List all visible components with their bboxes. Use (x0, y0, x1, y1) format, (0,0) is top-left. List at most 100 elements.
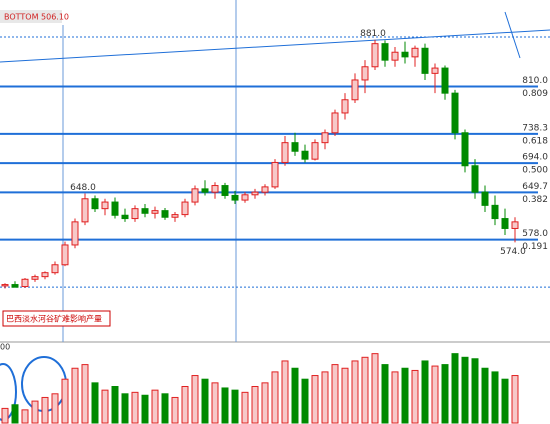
volume-bar (81, 364, 89, 424)
volume-bar (61, 378, 69, 424)
candle-body (511, 221, 519, 229)
volume-bar (201, 378, 209, 424)
volume-bar (391, 371, 399, 424)
volume-label: 00 (0, 343, 10, 352)
candle-body (51, 264, 59, 274)
volume-bar (491, 371, 499, 424)
candle-body (191, 188, 199, 203)
candle-body (441, 67, 449, 94)
candle-body (21, 278, 29, 288)
volume-bar (161, 393, 169, 424)
candle-body (71, 221, 79, 246)
volume-bar (171, 396, 179, 424)
level-label: 810.0 (522, 76, 548, 86)
candle-body (41, 272, 49, 278)
volume-bar (51, 393, 59, 424)
volume-bar (321, 371, 329, 424)
volume-bar (151, 389, 159, 424)
volume-bar (71, 367, 79, 424)
volume-bar (21, 409, 29, 424)
volume-bar (431, 365, 439, 424)
volume-bar (121, 393, 129, 424)
volume-bar (511, 375, 519, 424)
candle-body (131, 208, 139, 220)
volume-bar (341, 367, 349, 424)
volume-bar (91, 382, 99, 424)
candle-body (281, 142, 289, 163)
candle-body (1, 284, 9, 287)
volume-bar (371, 353, 379, 424)
candle-body (11, 284, 19, 288)
note-box (2, 310, 111, 327)
candle-body (321, 132, 329, 144)
candle-body (91, 198, 99, 210)
volume-bar (131, 391, 139, 424)
volume-bar (261, 382, 269, 424)
title: BOTTOM 506.10 (4, 13, 69, 22)
candle-body (331, 112, 339, 134)
candle-body (421, 47, 429, 74)
candle-body (491, 204, 499, 220)
candle-body (211, 185, 219, 193)
volume-bar (281, 360, 289, 424)
candle-body (371, 43, 379, 68)
price-annotation: 881.0 (360, 29, 386, 39)
candle-body (151, 210, 159, 214)
candle-body (121, 214, 129, 220)
candle-body (451, 92, 459, 134)
candle-body (201, 188, 209, 193)
volume-bar (181, 386, 189, 424)
volume-bar (101, 389, 109, 424)
candle-body (501, 218, 509, 229)
candle-body (481, 191, 489, 206)
volume-bar (221, 387, 229, 424)
candle-body (171, 214, 179, 218)
volume-bar (211, 382, 219, 424)
price-annotation: 574.0 (500, 247, 526, 257)
title-box (0, 10, 62, 23)
volume-bar (111, 386, 119, 424)
level-ratio: 0.809 (522, 89, 548, 99)
volume-bar (361, 356, 369, 424)
candle-body (271, 161, 279, 188)
candle-body (261, 186, 269, 193)
candle-body (251, 191, 259, 196)
level-label: 578.0 (522, 229, 548, 239)
level-ratio: 0.500 (522, 166, 548, 176)
volume-bar (381, 364, 389, 424)
volume-bar (401, 367, 409, 424)
candle-body (431, 67, 439, 74)
level-ratio: 0.191 (522, 242, 548, 252)
level-ratio: 0.618 (522, 136, 548, 146)
candle-body (221, 185, 229, 196)
price-annotation: 648.0 (70, 183, 96, 193)
candle-body (181, 201, 189, 216)
candle-body (341, 99, 349, 114)
candle-body (301, 150, 309, 160)
volume-bar (1, 407, 9, 424)
candle-body (391, 51, 399, 61)
volume-bar (251, 386, 259, 424)
volume-bar (11, 404, 19, 424)
level-ratio: 0.382 (522, 195, 548, 205)
candle-body (471, 165, 479, 193)
candle-body (411, 47, 419, 58)
candle-body (31, 276, 39, 280)
candle-body (291, 142, 299, 152)
volume-bar (461, 356, 469, 424)
candle-body (231, 194, 239, 201)
candle-body (81, 198, 89, 223)
note: 巴西淡水河谷矿难影响产量 (6, 314, 102, 324)
level-label: 649.7 (522, 182, 548, 192)
volume-bar (451, 353, 459, 424)
candle-body (241, 194, 249, 201)
candle-body (311, 142, 319, 160)
candle-body (361, 66, 369, 81)
volume-bar (31, 400, 39, 424)
candle-body (141, 208, 149, 214)
candle-body (101, 201, 109, 210)
trend-line (0, 29, 550, 63)
volume-bar (331, 364, 339, 424)
